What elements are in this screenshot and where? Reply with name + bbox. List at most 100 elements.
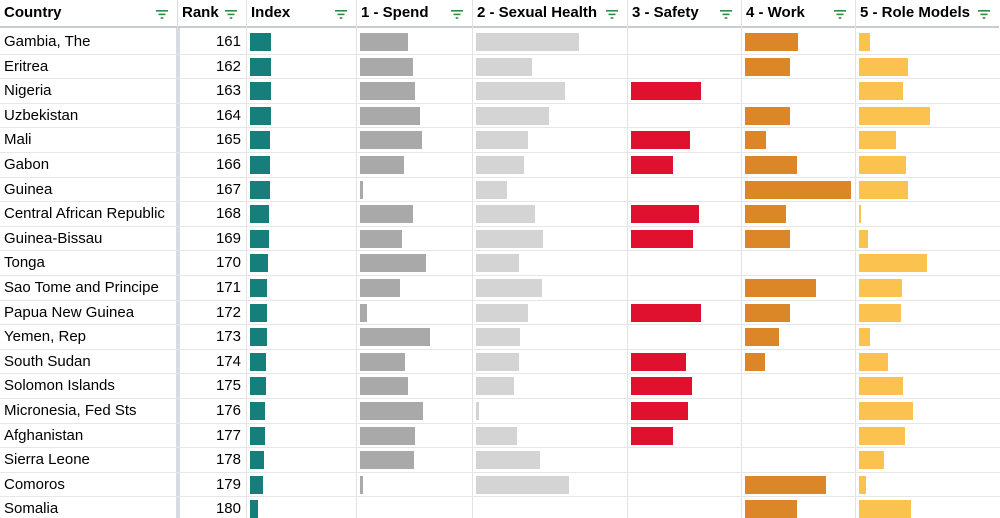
row-divider [0,250,1000,251]
rank-cell: 168 [215,205,241,222]
spend-bar [360,82,415,100]
rank-cell: 177 [215,427,241,444]
country-cell: Eritrea [4,58,49,75]
work-bar [745,156,797,174]
rank-cell: 164 [215,107,241,124]
index-bar [250,476,263,494]
column-header-role-models[interactable]: 5 - Role Models [856,0,999,28]
column-separator [472,0,473,518]
column-header-label: Index [251,4,291,21]
country-cell: Yemen, Rep [4,328,87,345]
country-cell: Solomon Islands [4,377,115,394]
rank-cell: 175 [215,377,241,394]
sexual-health-bar [476,205,535,223]
sexual-health-bar [476,254,519,272]
safety-bar [631,156,673,174]
filter-icon[interactable] [156,10,168,19]
spend-bar [360,205,413,223]
filter-icon[interactable] [978,10,990,19]
country-cell: Nigeria [4,82,52,99]
role-models-bar [859,205,861,223]
country-cell: Gambia, The [4,33,91,50]
index-bar [250,205,269,223]
rank-cell: 173 [215,328,241,345]
index-bar [250,58,271,76]
column-separator [176,0,180,518]
rank-cell: 179 [215,476,241,493]
spend-bar [360,353,405,371]
index-bar [250,451,264,469]
rank-cell: 170 [215,254,241,271]
column-header-spend[interactable]: 1 - Spend [357,0,472,28]
role-models-bar [859,131,896,149]
rank-cell: 167 [215,181,241,198]
row-divider [0,54,1000,55]
row-divider [0,423,1000,424]
column-header-label: Rank [182,4,219,21]
work-bar [745,353,765,371]
row-divider [0,300,1000,301]
country-cell: Sao Tome and Principe [4,279,159,296]
row-divider [0,472,1000,473]
work-bar [745,279,816,297]
sexual-health-bar [476,131,528,149]
country-cell: South Sudan [4,353,91,370]
column-header-label: 2 - Sexual Health [477,4,598,21]
index-bar [250,230,269,248]
country-cell: Sierra Leone [4,451,90,468]
column-header-sexual-health[interactable]: 2 - Sexual Health [473,0,627,28]
filter-icon[interactable] [225,10,237,19]
rank-cell: 163 [215,82,241,99]
column-header-label: 1 - Spend [361,4,429,21]
filter-icon[interactable] [335,10,347,19]
sexual-health-bar [476,304,528,322]
row-divider [0,177,1000,178]
column-separator [356,0,357,518]
column-separator [627,0,628,518]
country-cell: Afghanistan [4,427,84,444]
spend-bar [360,402,423,420]
column-header-rank[interactable]: Rank [178,0,246,28]
spend-bar [360,328,430,346]
safety-bar [631,427,673,445]
column-header-index[interactable]: Index [247,0,356,28]
spend-bar [360,58,413,76]
filter-icon[interactable] [451,10,463,19]
country-cell: Somalia [4,500,59,517]
rank-cell: 171 [215,279,241,296]
filter-icon[interactable] [720,10,732,19]
spend-bar [360,427,415,445]
filter-icon[interactable] [606,10,618,19]
column-header-safety[interactable]: 3 - Safety [628,0,741,28]
sexual-health-bar [476,328,520,346]
role-models-bar [859,451,884,469]
column-header-label: 4 - Work [746,4,805,21]
column-header-country[interactable]: Country [0,0,177,28]
country-cell: Mali [4,131,32,148]
index-bar [250,33,271,51]
work-bar [745,181,851,199]
row-divider [0,373,1000,374]
country-cell: Micronesia, Fed Sts [4,402,137,419]
safety-bar [631,377,692,395]
work-bar [745,500,797,518]
sexual-health-bar [476,230,543,248]
country-cell: Papua New Guinea [4,304,135,321]
rank-cell: 180 [215,500,241,517]
index-bar [250,254,268,272]
index-bar [250,500,258,518]
sexual-health-bar [476,427,517,445]
row-divider [0,275,1000,276]
column-separator [855,0,856,518]
index-bar [250,107,271,125]
role-models-bar [859,279,902,297]
column-header-work[interactable]: 4 - Work [742,0,855,28]
country-cell: Tonga [4,254,45,271]
filter-icon[interactable] [834,10,846,19]
column-separator [741,0,742,518]
country-cell: Guinea-Bissau [4,230,103,247]
row-divider [0,127,1000,128]
rank-cell: 165 [215,131,241,148]
role-models-bar [859,58,908,76]
role-models-bar [859,181,908,199]
